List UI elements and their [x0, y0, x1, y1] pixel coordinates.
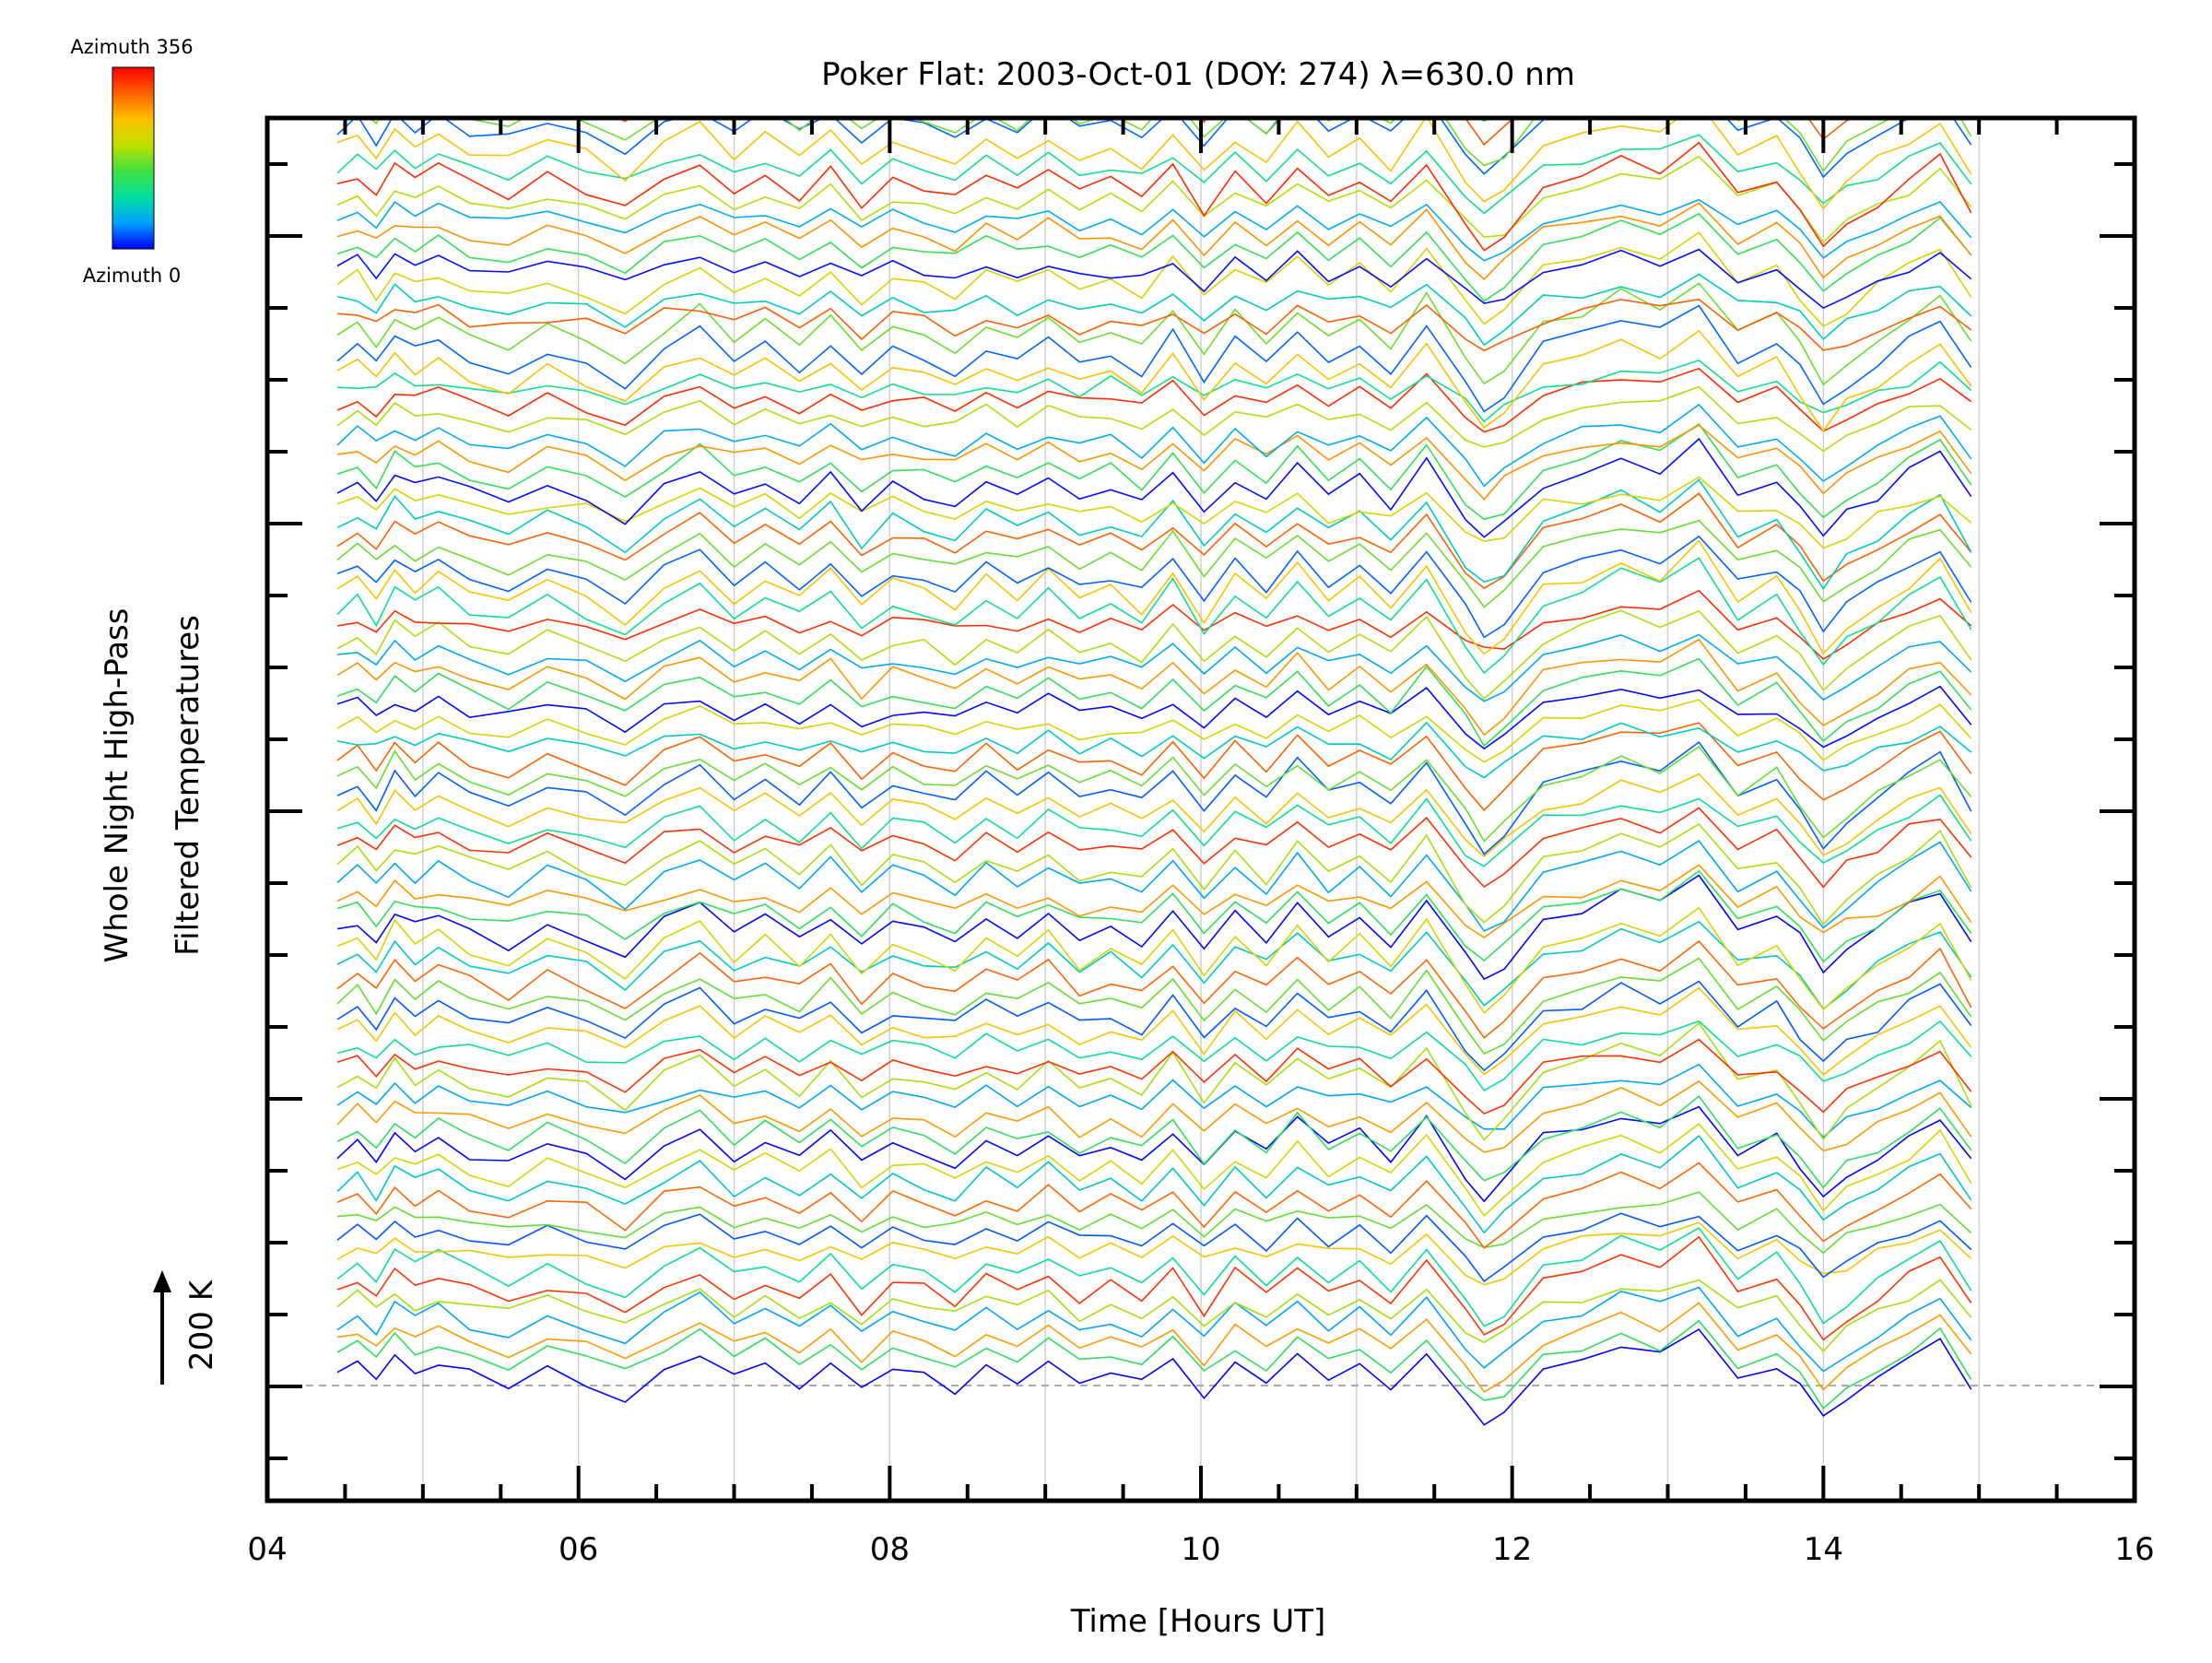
series-line [336, 745, 1972, 843]
series-line [336, 874, 1972, 981]
chart-title: Poker Flat: 2003-Oct-01 (DOY: 274) λ=630… [821, 56, 1575, 93]
x-tick-labels: 04 06 08 10 12 14 16 [247, 1531, 2154, 1568]
scale-label: 200 K [183, 1279, 220, 1371]
series-line [336, 367, 1972, 433]
series-line [336, 609, 1972, 701]
series-line [336, 633, 1972, 702]
series-line [336, 657, 1972, 748]
series-line [337, 0, 1971, 58]
y-axis-label-line-1: Whole Night High-Pass [99, 608, 135, 963]
x-tick-label: 12 [1492, 1531, 1532, 1568]
series-line [336, 1302, 1972, 1393]
series-line [336, 1135, 1972, 1234]
series-line [336, 1279, 1972, 1353]
colorbar-gradient [112, 66, 155, 250]
series-line [336, 1226, 1972, 1327]
scale-arrow-head [153, 1270, 171, 1292]
x-tick-label: 14 [1804, 1531, 1843, 1568]
colorbar-top-label: Azimuth 356 [70, 36, 193, 58]
colorbar-bottom-label: Azimuth 0 [83, 265, 182, 287]
series-lines [336, 0, 1972, 1426]
series-line [336, 906, 1972, 1014]
series-line [336, 476, 1972, 549]
series-line [336, 1328, 1972, 1426]
x-tick-label: 06 [559, 1531, 598, 1568]
series-line [336, 329, 1972, 432]
series-line [336, 403, 1972, 488]
series-line [336, 535, 1972, 639]
series-line [336, 1235, 1972, 1341]
series-line [336, 980, 1972, 1072]
series-line [336, 557, 1972, 675]
series-line [336, 589, 1972, 660]
series-line [336, 1079, 1972, 1153]
series-line [336, 1191, 1972, 1255]
series-line [336, 118, 1972, 179]
series-line [336, 869, 1972, 963]
series-line [336, 1319, 1972, 1410]
series-line [336, 273, 1972, 347]
series-line [336, 939, 1972, 1039]
x-tick-label: 04 [247, 1531, 287, 1568]
series-line [336, 1123, 1972, 1218]
series-line [336, 957, 1972, 1056]
series-line [336, 986, 1972, 1076]
colorbar: Azimuth 356 Azimuth 0 [70, 36, 193, 287]
series-line [336, 1221, 1972, 1286]
series-line [336, 519, 1972, 608]
x-tick-label: 08 [870, 1531, 910, 1568]
series-line [336, 437, 1972, 538]
series-line [336, 248, 1972, 310]
series-line [336, 539, 1972, 655]
series-line [336, 740, 1972, 855]
y-axis-label-line-2: Filtered Temperatures [170, 615, 206, 956]
series-line [336, 685, 1972, 750]
series-line [336, 1063, 1972, 1138]
series-line [336, 492, 1972, 590]
series-line [336, 155, 1972, 244]
x-tick-label: 10 [1181, 1531, 1220, 1568]
series-line [336, 360, 1972, 423]
series-line [336, 304, 1972, 413]
series-line [336, 134, 1972, 215]
series-line [336, 1020, 1972, 1092]
series-line [336, 794, 1972, 867]
series-line [336, 202, 1972, 281]
series-line [336, 1162, 1972, 1249]
series-line [336, 840, 1972, 932]
series-line [336, 822, 1972, 926]
series-line [336, 478, 1972, 591]
series-line [336, 198, 1972, 262]
series-line [336, 807, 1972, 889]
series-line [336, 1212, 1972, 1283]
series-line [336, 721, 1972, 779]
series-line [336, 699, 1972, 763]
series-line [336, 638, 1972, 737]
series-line [336, 1038, 1972, 1115]
series-line [336, 231, 1972, 327]
series-line [336, 282, 1972, 386]
series-line [336, 1105, 1972, 1203]
series-line [369, 118, 1972, 172]
series-line [336, 1286, 1972, 1373]
series-line [336, 864, 1972, 939]
x-tick-label: 16 [2114, 1531, 2154, 1568]
series-line [336, 773, 1972, 858]
x-axis-label: Time [Hours UT] [1070, 1603, 1326, 1640]
series-line [336, 422, 1972, 521]
axis-ticks [265, 118, 2136, 1501]
vertical-grid [422, 118, 1980, 1501]
series-line [336, 920, 1972, 1010]
series-line [336, 212, 1972, 302]
series-line [336, 298, 1972, 352]
series-line [336, 1094, 1972, 1189]
series-line [336, 1021, 1972, 1141]
series-line [336, 722, 1972, 812]
series-line [336, 141, 1972, 252]
scale-indicator: 200 K [153, 1270, 220, 1385]
series-line [336, 385, 1972, 453]
series-line [336, 424, 1972, 501]
